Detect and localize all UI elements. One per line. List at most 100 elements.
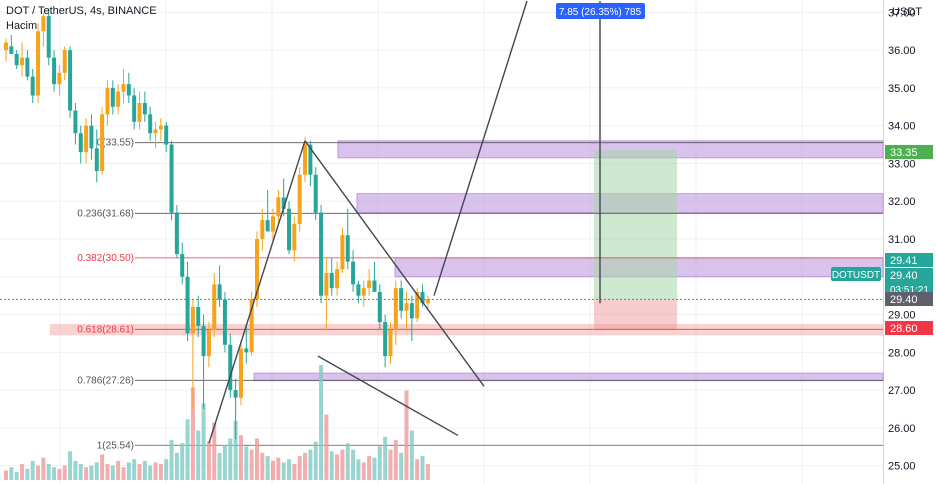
- volume-bar: [4, 470, 8, 480]
- price-tag: 29.40: [890, 294, 918, 306]
- candle-body: [265, 220, 270, 232]
- candle-body: [116, 91, 121, 107]
- volume-bar: [324, 414, 329, 480]
- candle-body: [313, 174, 318, 213]
- y-tick-label: 31.00: [888, 234, 916, 246]
- candle-body: [249, 299, 254, 353]
- volume-bar: [30, 460, 35, 480]
- y-tick-label: 26.00: [888, 423, 916, 435]
- symbol-tag: DOTUSDT: [832, 270, 880, 281]
- candle-body: [217, 284, 222, 300]
- volume-bar: [420, 456, 425, 480]
- volume-bar: [164, 459, 169, 480]
- candle-body: [185, 276, 190, 334]
- candle-body: [153, 129, 158, 134]
- measure-label-bg: [556, 3, 645, 19]
- candle-body: [260, 220, 265, 239]
- volume-bar: [62, 465, 67, 480]
- candle-body: [329, 273, 334, 289]
- volume-bar: [100, 454, 105, 480]
- volume-bar: [335, 454, 340, 480]
- measure-label: 7.85 (26.35%) 785: [559, 7, 642, 18]
- volume-bar: [361, 462, 366, 480]
- candle-body: [121, 84, 126, 92]
- candle-body: [254, 239, 259, 300]
- volume-bar: [297, 456, 302, 480]
- candle-body: [169, 144, 174, 213]
- volume-bar: [393, 440, 398, 480]
- last-price-tag: 29.40: [890, 270, 918, 282]
- candle-body: [335, 269, 340, 289]
- volume-bar: [94, 462, 99, 480]
- volume-bar: [212, 422, 217, 480]
- candle-body: [345, 235, 350, 262]
- y-tick-label: 32.00: [888, 196, 916, 208]
- candle-body: [356, 284, 361, 296]
- volume-bar: [78, 464, 83, 480]
- candle-body: [4, 42, 8, 51]
- volume-bar: [415, 459, 420, 480]
- candle-body: [340, 235, 345, 270]
- fib-level-label: 0(33.55): [97, 138, 134, 149]
- volume-bar: [84, 467, 89, 480]
- volume-bar: [238, 435, 243, 480]
- last-price-tag-bg: [885, 268, 933, 294]
- volume-bar: [190, 387, 195, 480]
- volume-bar: [206, 441, 211, 480]
- price-tag: 28.60: [890, 323, 918, 335]
- candle-body: [238, 348, 243, 398]
- volume-bar: [25, 468, 30, 480]
- y-tick-label: 25.00: [888, 461, 916, 473]
- candle-body: [233, 390, 238, 398]
- trend-line: [304, 140, 485, 387]
- candle-body: [174, 212, 179, 255]
- volume-bar: [377, 446, 382, 480]
- volume-bar: [345, 443, 350, 480]
- volume-bar: [142, 460, 147, 480]
- candle-body: [137, 103, 142, 122]
- candle-body: [105, 87, 110, 115]
- volume-bar: [319, 365, 324, 480]
- price-axis-panel: [883, 0, 936, 484]
- volume-bar: [46, 464, 51, 480]
- price-tag-bg: [885, 253, 933, 267]
- candle-body: [388, 329, 393, 357]
- volume-bar: [351, 449, 356, 480]
- position-loss-zone: [594, 299, 677, 330]
- fib-level-label: 1(25.54): [97, 440, 134, 451]
- y-tick-label: 28.00: [888, 347, 916, 359]
- candle-body: [201, 325, 206, 357]
- volume-bar: [180, 443, 185, 480]
- candle-body: [303, 144, 308, 175]
- volume-bar: [409, 430, 414, 480]
- trend-line: [433, 0, 528, 296]
- volume-bar: [36, 465, 41, 480]
- candle-body: [142, 103, 147, 115]
- volume-bar: [425, 464, 430, 480]
- price-tag: 33.35: [890, 147, 918, 159]
- volume-bar: [303, 452, 308, 480]
- volume-bar: [249, 449, 254, 480]
- volume-label[interactable]: Hacim: [6, 20, 38, 32]
- y-tick-label: 37.00: [888, 7, 916, 19]
- candle-body: [36, 31, 41, 96]
- volume-bar: [132, 459, 137, 480]
- volume-bar: [121, 467, 126, 480]
- candle-body: [164, 125, 169, 145]
- volume-bar: [126, 462, 131, 480]
- price-tag-bg: [885, 145, 933, 159]
- symbol-title[interactable]: DOT / TetherUS, 4s, BINANCE: [6, 5, 157, 17]
- volume-bar: [217, 452, 222, 480]
- price-tag: 29.41: [890, 255, 918, 267]
- volume-bar: [41, 457, 46, 480]
- y-tick-label: 33.00: [888, 158, 916, 170]
- candle-body: [126, 84, 131, 96]
- y-tick-label: 27.00: [888, 385, 916, 397]
- volume-bar: [169, 440, 174, 480]
- volume-bar: [233, 420, 238, 480]
- volume-bar: [367, 456, 372, 480]
- candle-body: [89, 125, 94, 149]
- y-tick-label: 34.00: [888, 121, 916, 133]
- volume-bar: [196, 430, 201, 480]
